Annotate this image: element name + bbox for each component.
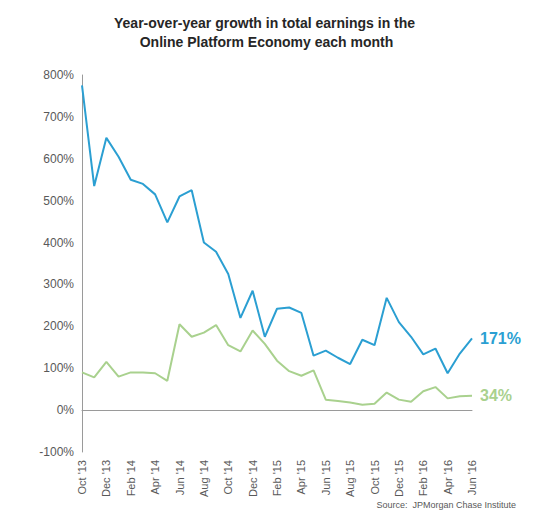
svg-text:400%: 400%	[43, 236, 74, 250]
svg-text:0%: 0%	[57, 403, 75, 417]
svg-text:700%: 700%	[43, 110, 74, 124]
svg-text:Online Platform Economy each m: Online Platform Economy each month	[140, 34, 394, 50]
svg-text:34%: 34%	[480, 387, 512, 404]
svg-text:Jun '16: Jun '16	[466, 460, 478, 495]
svg-text:Jun '14: Jun '14	[174, 460, 186, 495]
svg-text:Feb '16: Feb '16	[417, 460, 429, 496]
svg-text:600%: 600%	[43, 152, 74, 166]
svg-text:Source: JPMorgan Chase Instit: Source: JPMorgan Chase Institute	[376, 500, 516, 510]
svg-text:Dec '13: Dec '13	[100, 460, 112, 497]
svg-text:800%: 800%	[43, 68, 74, 82]
svg-text:Year-over-year growth in total: Year-over-year growth in total earnings …	[114, 15, 419, 31]
svg-text:Aug '15: Aug '15	[344, 460, 356, 497]
svg-text:300%: 300%	[43, 277, 74, 291]
svg-text:Apr '15: Apr '15	[295, 460, 307, 495]
svg-text:500%: 500%	[43, 194, 74, 208]
svg-text:Feb '15: Feb '15	[271, 460, 283, 496]
svg-text:Apr '16: Apr '16	[442, 460, 454, 495]
svg-text:Jun '15: Jun '15	[320, 460, 332, 495]
svg-text:100%: 100%	[43, 361, 74, 375]
svg-text:Dec '15: Dec '15	[393, 460, 405, 497]
svg-text:Oct '15: Oct '15	[369, 460, 381, 495]
svg-text:Apr '14: Apr '14	[149, 460, 161, 495]
svg-text:Feb '14: Feb '14	[125, 460, 137, 496]
svg-text:Oct '13: Oct '13	[76, 460, 88, 495]
svg-text:-100%: -100%	[39, 445, 74, 459]
svg-text:Aug '14: Aug '14	[198, 460, 210, 497]
svg-text:Dec '14: Dec '14	[247, 460, 259, 497]
svg-text:200%: 200%	[43, 319, 74, 333]
svg-text:171%: 171%	[480, 330, 521, 347]
svg-text:Oct '14: Oct '14	[222, 460, 234, 495]
